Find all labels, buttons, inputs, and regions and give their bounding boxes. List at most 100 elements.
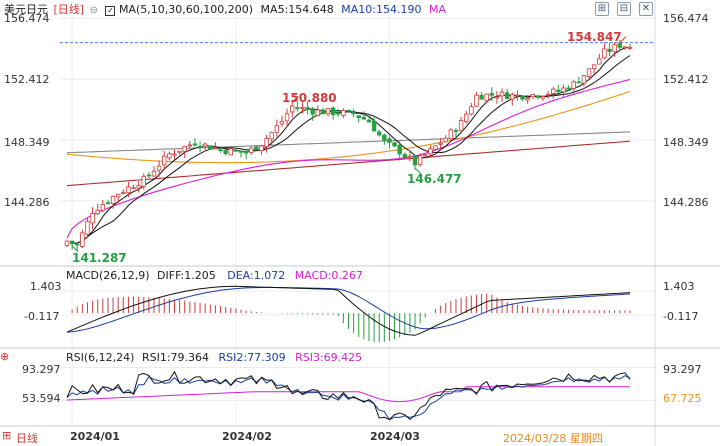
ma100-line (66, 131, 631, 154)
candle-body (351, 111, 356, 115)
candle-body (433, 145, 438, 150)
candle-body (627, 46, 633, 49)
crosshair-icon[interactable]: ⊞ (595, 2, 609, 16)
candle-body (499, 91, 505, 97)
macd-tick-label: 1.403 (30, 280, 62, 293)
rsi-tick-label: 93.297 (22, 363, 61, 376)
candle-body (177, 150, 182, 153)
rsi2-value: RSI2:77.309 (218, 351, 286, 364)
candle-body (602, 48, 607, 59)
candle-body (361, 116, 367, 120)
macd-tick-label-right: -0.117 (663, 310, 699, 323)
rsi-settings-icon[interactable]: ⊕ (0, 350, 10, 363)
rsi1-value: RSI1:79.364 (141, 351, 210, 364)
y-tick-label: 152.412 (4, 73, 50, 86)
close-icon[interactable]: ✕ (639, 2, 653, 16)
candle-body (622, 46, 628, 49)
candle-body (115, 193, 121, 198)
candle-body (551, 88, 556, 94)
dea-line (66, 286, 631, 333)
candle-body (407, 155, 413, 158)
y-tick-label-right: 148.349 (663, 136, 709, 149)
candle-body (136, 185, 141, 189)
candle-body (75, 243, 80, 246)
candle-body (453, 130, 459, 132)
candle-body (545, 93, 551, 96)
candle-body (494, 96, 500, 99)
candle-body (371, 120, 377, 132)
candle-body (121, 191, 126, 194)
candle-body (146, 174, 152, 177)
ma5-value: MA5:154.648 (260, 3, 334, 16)
candle-body (295, 107, 300, 109)
high-annotation: 154.847 (567, 30, 622, 44)
candle-body (402, 154, 407, 158)
candle-body (520, 95, 525, 100)
settings-icon[interactable]: ⊖ (89, 5, 98, 16)
candle-body (305, 107, 310, 111)
candle-body (586, 68, 592, 77)
candle-body (591, 64, 597, 69)
candle-body (607, 48, 612, 52)
candle-body (438, 142, 443, 145)
annotation-pointer (414, 167, 422, 175)
candle-body (213, 147, 218, 150)
candle-body (202, 143, 208, 147)
candle-body (397, 144, 402, 155)
candle-body (366, 119, 372, 123)
candle-body (412, 155, 418, 166)
candle-body (617, 43, 622, 48)
ma10-value: MA10:154.190 (341, 3, 422, 16)
period-selector[interactable]: [日线] (53, 3, 85, 16)
candle-body (274, 125, 280, 133)
candle-body (597, 58, 602, 65)
candle-body (208, 145, 213, 150)
candle-body (80, 232, 85, 247)
candle-body (387, 138, 392, 143)
candle-body (484, 93, 489, 102)
candle-body (571, 81, 576, 89)
candle-body (90, 213, 95, 224)
annotation-pointer (291, 95, 299, 103)
candle-body (325, 108, 331, 115)
candle-body (576, 81, 582, 84)
candle-body (392, 142, 397, 147)
candle-body (356, 115, 361, 118)
date-label: 2024/01 (70, 430, 120, 443)
candle-body (233, 149, 239, 152)
candle-body (279, 121, 285, 125)
candle-body (228, 148, 233, 156)
y-tick-label: 144.286 (4, 196, 50, 209)
candle-body (167, 153, 172, 159)
date-label: 2024/03 (370, 430, 420, 443)
candle-body (197, 145, 203, 148)
date-label: 2024/02 (222, 430, 272, 443)
candle-body (300, 107, 305, 109)
grid-icon[interactable]: ⊟ (617, 2, 631, 16)
candle-body (443, 137, 448, 143)
candle-body (315, 109, 320, 116)
candle-body (243, 150, 249, 154)
candle-body (64, 240, 70, 246)
rsi-tick-label: 53.594 (22, 392, 61, 405)
candle-body (448, 129, 454, 140)
rsi-tick-label-right: 67.725 (663, 392, 702, 405)
period-tab[interactable]: 日线 (16, 432, 38, 445)
chart-header: 美元日元 [日线] ⊖ ✓ MA(5,10,30,60,100,200) MA5… (4, 3, 446, 18)
low-annotation: 146.477 (407, 172, 462, 186)
candle-body (525, 98, 530, 101)
candle-body (581, 75, 587, 84)
candle-body (540, 96, 546, 99)
candle-body (428, 148, 433, 155)
period-tab-icon[interactable]: ⊞ (2, 429, 12, 442)
candle-body (535, 95, 541, 98)
macd-value: MACD:0.267 (294, 269, 363, 282)
candle-body (336, 112, 341, 115)
ma-checkbox-icon[interactable]: ✓ (105, 6, 116, 16)
ma5-line (72, 47, 631, 244)
candle-body (264, 138, 269, 147)
candle-body (561, 87, 566, 93)
candle-body (126, 186, 131, 194)
y-tick-label: 148.349 (4, 136, 50, 149)
